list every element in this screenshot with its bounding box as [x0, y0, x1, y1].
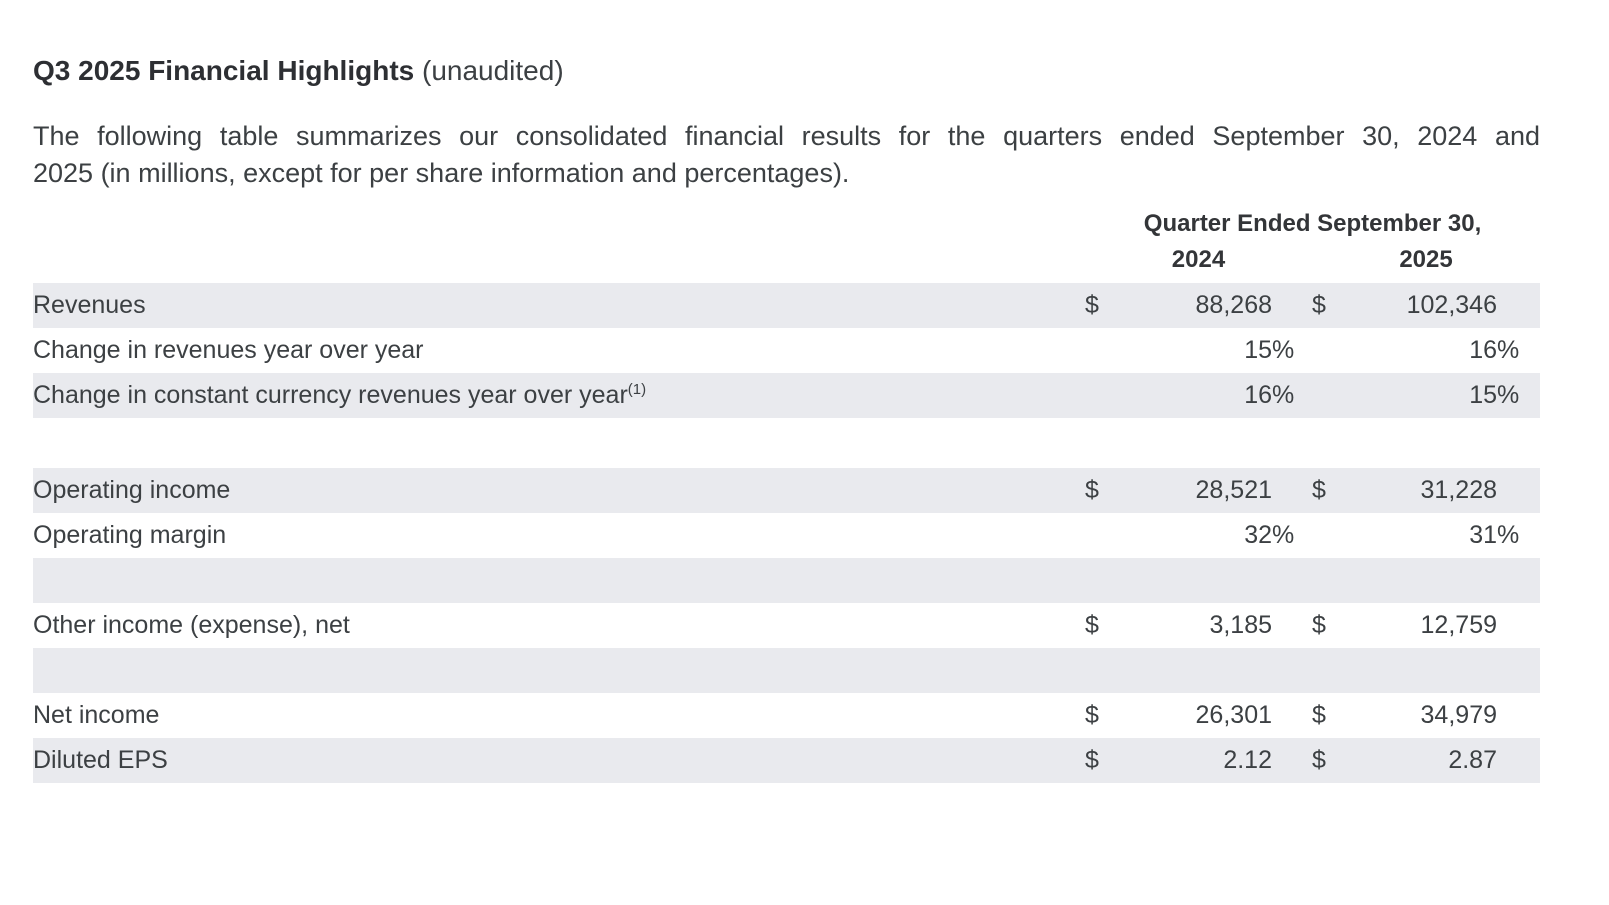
empty-shaded-row	[33, 648, 1541, 693]
intro-line-2: 2025 (in millions, except for per share …	[33, 158, 850, 188]
row-label: Diluted EPS	[33, 738, 1085, 783]
dollar-sign-2025	[1312, 373, 1352, 418]
table-header-years: 2024 2025	[33, 244, 1540, 283]
financial-highlights-page: Q3 2025 Financial Highlights (unaudited)…	[33, 54, 1541, 783]
value-2025: 31,228	[1352, 468, 1497, 513]
intro-paragraph: The following table summarizes our conso…	[33, 118, 1540, 192]
dollar-sign-2025: $	[1312, 283, 1352, 328]
value-2025: 102,346	[1352, 283, 1497, 328]
pct-2024: %	[1272, 373, 1312, 418]
table-row-change-in-revenues: Change in revenues year over year 15 % 1…	[33, 328, 1540, 373]
pct-2024	[1272, 738, 1312, 783]
dollar-sign-2025: $	[1312, 611, 1326, 639]
table-header-quarter: Quarter Ended September 30,	[33, 200, 1540, 244]
value-2024: 15	[1244, 336, 1272, 364]
spacer-row	[33, 418, 1540, 468]
pct-2025	[1497, 468, 1541, 513]
dollar-sign-2024: $	[1085, 611, 1099, 639]
pct-2024	[1272, 603, 1312, 648]
value-2024: 2.12	[1113, 738, 1272, 783]
value-2024: 28,521	[1113, 468, 1272, 513]
table-row-net-income: Net income $ 26,301 $ 34,979	[33, 693, 1540, 738]
empty-cell	[33, 648, 1541, 693]
pct-2025	[1497, 738, 1541, 783]
pct-2025	[1497, 283, 1541, 328]
row-label: Operating margin	[33, 521, 227, 549]
pct-2025: %	[1497, 373, 1541, 418]
value-2025: 2.87	[1352, 738, 1497, 783]
row-label: Change in constant currency revenues yea…	[33, 373, 1085, 418]
value-2025: 16	[1469, 336, 1497, 364]
spacer-cell	[33, 418, 1540, 468]
year-2025-header: 2025	[1399, 246, 1453, 273]
dollar-sign-2024: $	[1085, 283, 1113, 328]
table-row-diluted-eps: Diluted EPS $ 2.12 $ 2.87	[33, 738, 1541, 783]
pct-2024	[1272, 468, 1312, 513]
row-label: Other income (expense), net	[33, 611, 350, 639]
value-2024: 26,301	[1195, 701, 1272, 729]
row-label: Net income	[33, 701, 160, 729]
value-2025: 15	[1352, 373, 1497, 418]
row-label: Change in revenues year over year	[33, 336, 424, 364]
page-title-suffix: (unaudited)	[414, 55, 564, 86]
pct-2024	[1272, 283, 1312, 328]
quarter-ended-header: Quarter Ended September 30,	[1143, 210, 1482, 237]
table-row-operating-income: Operating income $ 28,521 $ 31,228	[33, 468, 1541, 513]
value-2024: 16	[1113, 373, 1272, 418]
dollar-sign-2025: $	[1312, 701, 1326, 729]
dollar-sign-2024: $	[1085, 701, 1099, 729]
table-row-constant-currency: Change in constant currency revenues yea…	[33, 373, 1541, 418]
empty-cell	[33, 558, 1541, 603]
dollar-sign-2024	[1085, 513, 1113, 558]
dollar-sign-2024: $	[1085, 468, 1113, 513]
dollar-sign-2025: $	[1312, 738, 1352, 783]
pct-2024: %	[1272, 521, 1295, 549]
value-2025: 31	[1469, 521, 1497, 549]
table-row-other-income: Other income (expense), net $ 3,185 $ 12…	[33, 603, 1540, 648]
dollar-sign-2025	[1312, 328, 1352, 373]
pct-2024: %	[1272, 336, 1295, 364]
pct-2024	[1272, 693, 1312, 738]
table-row-operating-margin: Operating margin 32 % 31 %	[33, 513, 1540, 558]
table-row-revenues: Revenues $ 88,268 $ 102,346	[33, 283, 1541, 328]
intro-line-1: The following table summarizes our conso…	[33, 121, 1540, 151]
page-title-main: Q3 2025 Financial Highlights	[33, 55, 415, 86]
empty-shaded-row	[33, 558, 1541, 603]
row-label-text: Change in constant currency revenues yea…	[33, 381, 628, 409]
pct-2025: %	[1497, 521, 1520, 549]
header-spacer-cell	[33, 200, 1085, 244]
dollar-sign-2025: $	[1312, 468, 1352, 513]
page-title: Q3 2025 Financial Highlights (unaudited)	[33, 54, 1540, 88]
dollar-sign-2024	[1085, 328, 1113, 373]
dollar-sign-2024	[1085, 373, 1113, 418]
dollar-sign-2025	[1312, 513, 1352, 558]
year-2024-header: 2024	[1171, 246, 1226, 273]
header-spacer-cell	[33, 244, 1085, 283]
value-2024: 3,185	[1209, 611, 1272, 639]
dollar-sign-2024: $	[1085, 738, 1113, 783]
value-2024: 32	[1244, 521, 1272, 549]
pct-2025	[1497, 603, 1540, 648]
value-2025: 34,979	[1420, 701, 1497, 729]
value-2024: 88,268	[1113, 283, 1272, 328]
footnote-ref-1: (1)	[627, 381, 647, 398]
row-label: Revenues	[33, 283, 1085, 328]
row-label: Operating income	[33, 468, 1085, 513]
value-2025: 12,759	[1420, 611, 1497, 639]
pct-2025	[1497, 693, 1540, 738]
pct-2025: %	[1497, 336, 1520, 364]
financial-results-table: Quarter Ended September 30, 2024 2025 Re…	[33, 200, 1541, 783]
